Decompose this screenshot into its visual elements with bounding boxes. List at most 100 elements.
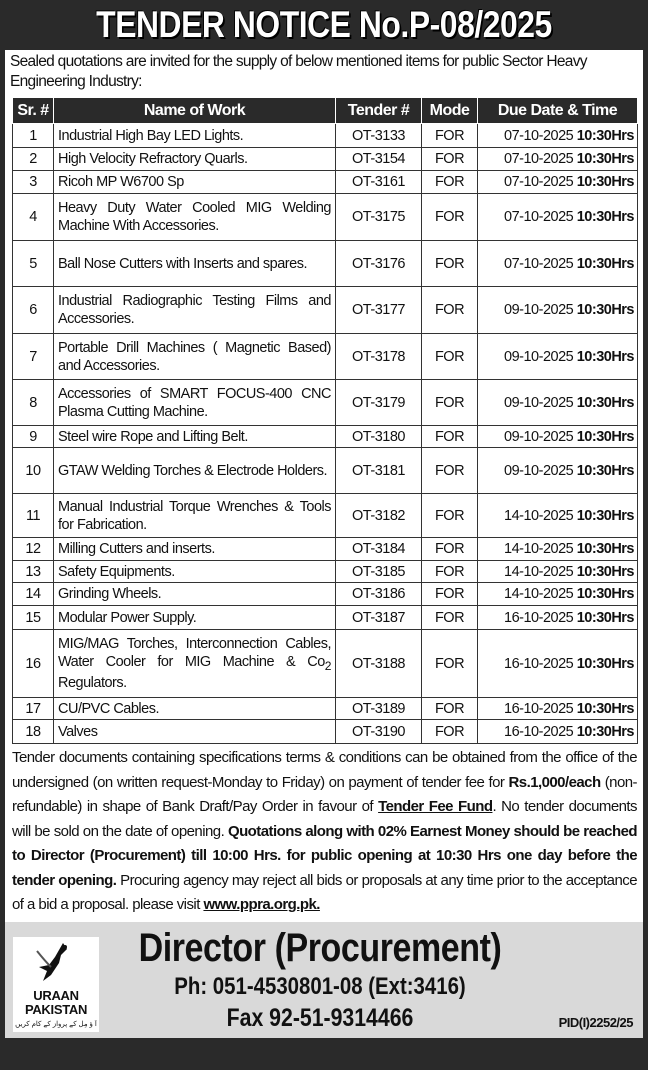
mode-cell: FOR: [421, 333, 478, 380]
sr-cell: 2: [12, 147, 54, 171]
sr-cell: 11: [12, 493, 54, 538]
work-name-cell: Steel wire Rope and Lifting Belt.: [53, 425, 336, 448]
notice-title: TENDER NOTICE No.P-08/2025: [96, 4, 552, 45]
mode-cell: FOR: [421, 582, 478, 606]
mode-cell: FOR: [421, 605, 478, 630]
logo-text: URAAN PAKISTAN: [24, 987, 88, 1017]
col-header: Name of Work: [53, 98, 336, 124]
work-name-cell: GTAW Welding Torches & Electrode Holders…: [53, 447, 336, 494]
tender-number-cell: OT-3179: [335, 379, 422, 426]
due-date-cell: 14-10-2025 10:30Hrs: [477, 560, 638, 583]
mode-cell: FOR: [421, 493, 478, 538]
footer: URAAN PAKISTAN آ ؤ مِل کے پرواز کے کام کر…: [5, 921, 643, 1038]
table-row: 10 GTAW Welding Torches & Electrode Hold…: [12, 447, 638, 494]
tender-number-cell: OT-3154: [335, 147, 422, 171]
mode-cell: FOR: [421, 560, 478, 583]
table-row: 7 Portable Drill Machines ( Magnetic Bas…: [12, 333, 638, 380]
tender-number-cell: OT-3186: [335, 582, 422, 606]
sr-cell: 8: [12, 379, 54, 426]
mode-cell: FOR: [421, 170, 478, 194]
due-date-cell: 07-10-2025 10:30Hrs: [477, 193, 638, 241]
table-row: 11 Manual Industrial Torque Wrenches & T…: [12, 493, 638, 538]
tender-number-cell: OT-3176: [335, 240, 422, 287]
mode-cell: FOR: [421, 147, 478, 171]
col-header: Mode: [421, 98, 478, 124]
tender-number-cell: OT-3184: [335, 537, 422, 561]
table-row: 3 Ricoh MP W6700 Sp OT-3161 FOR 07-10-20…: [12, 170, 638, 194]
due-date-cell: 14-10-2025 10:30Hrs: [477, 582, 638, 606]
tender-number-cell: OT-3189: [335, 697, 422, 720]
fund-name: Tender Fee Fund: [378, 798, 493, 815]
work-name-cell: Milling Cutters and inserts.: [53, 537, 336, 561]
tender-number-cell: OT-3175: [335, 193, 422, 241]
work-name-cell: High Velocity Refractory Quarls.: [53, 147, 336, 171]
table-row: 18 Valves OT-3190 FOR 16-10-2025 10:30Hr…: [12, 719, 638, 744]
work-name-cell: Grinding Wheels.: [53, 582, 336, 606]
mode-cell: FOR: [421, 537, 478, 561]
submission-deadline: Quotations along with 02% Earnest Money …: [12, 822, 638, 889]
table-row: 12 Milling Cutters and inserts. OT-3184 …: [12, 537, 638, 561]
work-name-cell: Modular Power Supply.: [53, 605, 336, 630]
table-row: 5 Ball Nose Cutters with Inserts and spa…: [12, 240, 638, 287]
tender-table: Sr. # Name of Work Tender # Mode Due Dat…: [12, 98, 638, 744]
table-row: 9 Steel wire Rope and Lifting Belt. OT-3…: [12, 425, 638, 448]
mode-cell: FOR: [421, 240, 478, 287]
contact-block: Director (Procurement) Ph: 051-4530801-0…: [105, 922, 535, 1034]
work-name-cell: Heavy Duty Water Cooled MIG Welding Mach…: [53, 193, 336, 241]
sr-cell: 3: [12, 170, 54, 194]
terms-text: (non-refundable) in shape of Bank Draft/…: [12, 773, 638, 816]
mode-cell: FOR: [421, 286, 478, 334]
col-header: Due Date & Time: [477, 98, 638, 124]
work-name-cell: Manual Industrial Torque Wrenches & Tool…: [53, 493, 336, 538]
sr-cell: 5: [12, 240, 54, 287]
work-name-cell: MIG/MAG Torches, Interconnection Cables,…: [53, 629, 336, 698]
tender-number-cell: OT-3177: [335, 286, 422, 334]
table-row: 4 Heavy Duty Water Cooled MIG Welding Ma…: [12, 193, 638, 241]
due-date-cell: 14-10-2025 10:30Hrs: [477, 537, 638, 561]
work-name-cell: CU/PVC Cables.: [53, 697, 336, 720]
table-row: 16 MIG/MAG Torches, Interconnection Cabl…: [12, 629, 638, 698]
terms-text: Tender documents containing specificatio…: [12, 749, 638, 791]
terms-text: Procuring agency may reject all bids or …: [12, 871, 638, 914]
mode-cell: FOR: [421, 629, 478, 698]
table-row: 14 Grinding Wheels. OT-3186 FOR 14-10-20…: [12, 582, 638, 606]
work-name-cell: Industrial High Bay LED Lights.: [53, 123, 336, 148]
mode-cell: FOR: [421, 379, 478, 426]
sr-cell: 10: [12, 447, 54, 494]
uraan-pakistan-logo: URAAN PAKISTAN آ ؤ مِل کے پرواز کے کام کر…: [13, 936, 99, 1032]
ppra-link[interactable]: www.ppra.org.pk.: [203, 896, 320, 913]
eagle-icon: [36, 942, 67, 981]
table-row: 2 High Velocity Refractory Quarls. OT-31…: [12, 147, 638, 171]
due-date-cell: 16-10-2025 10:30Hrs: [477, 605, 638, 630]
terms-paragraph: Tender documents containing specificatio…: [12, 746, 638, 918]
director-title: Director (Procurement): [138, 925, 502, 970]
intro-text: Sealed quotations are invited for the su…: [10, 53, 587, 90]
tender-number-cell: OT-3161: [335, 170, 422, 194]
due-date-cell: 09-10-2025 10:30Hrs: [477, 425, 638, 448]
due-date-cell: 09-10-2025 10:30Hrs: [477, 286, 638, 334]
fax-number: Fax 92-51-9314466: [226, 1003, 414, 1032]
due-date-cell: 07-10-2025 10:30Hrs: [477, 240, 638, 287]
due-date-cell: 07-10-2025 10:30Hrs: [477, 147, 638, 171]
sr-cell: 12: [12, 537, 54, 561]
work-name-cell: Industrial Radiographic Testing Films an…: [53, 286, 336, 334]
work-name-cell: Safety Equipments.: [53, 560, 336, 583]
table-row: 1 Industrial High Bay LED Lights. OT-313…: [12, 123, 638, 148]
sr-cell: 14: [12, 582, 54, 606]
mode-cell: FOR: [421, 719, 478, 744]
sr-cell: 13: [12, 560, 54, 583]
terms-text: . No tender documents will be sold on th…: [12, 798, 638, 840]
notice-body: Sealed quotations are invited for the su…: [5, 50, 643, 1038]
table-header-row: Sr. # Name of Work Tender # Mode Due Dat…: [12, 98, 638, 124]
table-row: 15 Modular Power Supply. OT-3187 FOR 16-…: [12, 605, 638, 630]
sr-cell: 9: [12, 425, 54, 448]
sr-cell: 17: [12, 697, 54, 720]
phone-number: Ph: 051-4530801-08 (Ext:3416): [174, 972, 466, 1000]
due-date-cell: 16-10-2025 10:30Hrs: [477, 719, 638, 744]
tender-number-cell: OT-3133: [335, 123, 422, 148]
due-date-cell: 09-10-2025 10:30Hrs: [477, 447, 638, 494]
sr-cell: 16: [12, 629, 54, 698]
tender-number-cell: OT-3181: [335, 447, 422, 494]
tender-number-cell: OT-3190: [335, 719, 422, 744]
due-date-cell: 09-10-2025 10:30Hrs: [477, 379, 638, 426]
